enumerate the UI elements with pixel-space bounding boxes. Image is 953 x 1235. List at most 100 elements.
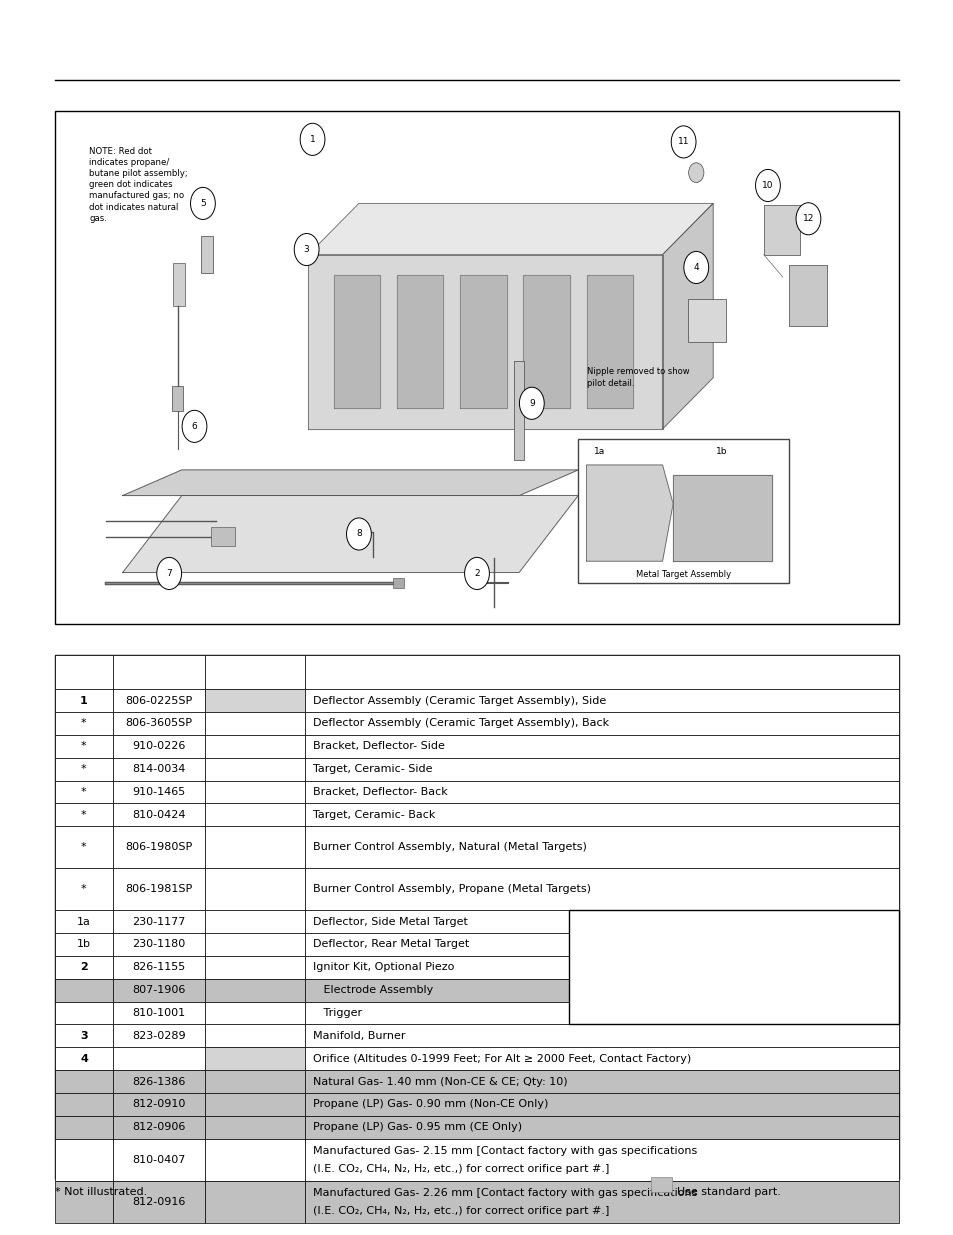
Bar (112, 1047, 205, 1071)
Bar (55, 711, 112, 735)
Bar (205, 711, 305, 735)
Text: 11: 11 (678, 137, 689, 147)
Text: *: * (81, 884, 87, 894)
Text: *: * (81, 810, 87, 820)
Text: 910-0226: 910-0226 (132, 741, 185, 751)
Bar (112, 689, 205, 711)
Text: 1: 1 (80, 695, 88, 705)
Bar (55, 868, 112, 910)
Bar (112, 868, 205, 910)
Bar (650, 1177, 671, 1192)
Bar (55, 1025, 112, 1047)
Bar (172, 385, 183, 410)
Bar (305, 781, 898, 804)
Text: 826-1155: 826-1155 (132, 962, 185, 972)
Bar (305, 1025, 898, 1047)
Bar (112, 1002, 205, 1025)
Bar (305, 868, 898, 910)
Bar (205, 826, 305, 868)
Text: 812-0910: 812-0910 (132, 1099, 185, 1109)
Polygon shape (396, 275, 443, 409)
Bar (55, 826, 112, 868)
Text: 4: 4 (693, 263, 699, 272)
Polygon shape (123, 495, 578, 573)
Bar (55, 758, 112, 781)
Bar (305, 1002, 898, 1025)
Text: 806-3605SP: 806-3605SP (125, 719, 193, 729)
Text: Deflector Assembly (Ceramic Target Assembly), Side: Deflector Assembly (Ceramic Target Assem… (313, 695, 605, 705)
Bar (205, 1025, 305, 1047)
Circle shape (300, 124, 325, 156)
Bar (112, 1093, 205, 1116)
Circle shape (346, 517, 371, 550)
Bar (687, 299, 725, 342)
Bar (205, 1002, 305, 1025)
Polygon shape (523, 275, 569, 409)
Text: Burner Control Assembly, Natural (Metal Targets): Burner Control Assembly, Natural (Metal … (313, 842, 586, 852)
Bar (305, 1181, 898, 1223)
Text: 910-1465: 910-1465 (132, 787, 185, 797)
Text: *: * (81, 741, 87, 751)
Bar (112, 826, 205, 868)
Bar (205, 1116, 305, 1139)
Bar (205, 910, 305, 934)
Text: Burner Control Assembly, Propane (Metal Targets): Burner Control Assembly, Propane (Metal … (313, 884, 590, 894)
Text: Deflector, Side Metal Target: Deflector, Side Metal Target (313, 916, 467, 926)
Bar (305, 735, 898, 758)
Text: NOTE: Red dot
indicates propane/
butane pilot assembly;
green dot indicates
manu: NOTE: Red dot indicates propane/ butane … (89, 147, 188, 222)
Bar (205, 1047, 305, 1071)
Text: Metal Target Assembly: Metal Target Assembly (636, 571, 730, 579)
Bar (112, 1181, 205, 1223)
Bar (205, 1093, 305, 1116)
Bar (205, 655, 305, 689)
Circle shape (518, 388, 543, 420)
Text: 9: 9 (528, 399, 534, 408)
Bar (55, 1047, 112, 1071)
Bar (205, 1139, 305, 1181)
Circle shape (464, 557, 489, 589)
Bar (112, 655, 205, 689)
Text: Manufactured Gas- 2.26 mm [Contact factory with gas specifications: Manufactured Gas- 2.26 mm [Contact facto… (313, 1188, 697, 1198)
Bar (763, 205, 800, 254)
Polygon shape (459, 275, 506, 409)
Bar (305, 910, 898, 934)
Bar (305, 655, 898, 689)
Bar (55, 979, 112, 1002)
Text: Electrode Assembly: Electrode Assembly (313, 986, 433, 995)
Text: 2: 2 (80, 962, 88, 972)
Text: *: * (81, 764, 87, 774)
Text: Ignitor Kit, Optional Piezo: Ignitor Kit, Optional Piezo (313, 962, 454, 972)
Bar (205, 781, 305, 804)
Bar (205, 979, 305, 1002)
Bar (55, 1181, 112, 1223)
Bar (112, 934, 205, 956)
Text: 8: 8 (355, 530, 361, 538)
Bar (393, 578, 404, 588)
Circle shape (671, 126, 696, 158)
Bar (205, 689, 305, 711)
Text: 810-1001: 810-1001 (132, 1008, 185, 1018)
Text: Natural Gas- 1.40 mm (Non-CE & CE; Qty: 10): Natural Gas- 1.40 mm (Non-CE & CE; Qty: … (313, 1077, 567, 1087)
Text: 1b: 1b (77, 940, 91, 950)
Bar (205, 868, 305, 910)
Text: 3: 3 (303, 245, 309, 254)
Bar (112, 910, 205, 934)
Bar (211, 526, 234, 546)
Circle shape (795, 203, 820, 235)
Text: 826-1386: 826-1386 (132, 1077, 185, 1087)
Bar (112, 711, 205, 735)
Text: 812-0916: 812-0916 (132, 1197, 185, 1207)
Bar (55, 804, 112, 826)
Text: 2: 2 (474, 569, 479, 578)
Bar (305, 1093, 898, 1116)
Polygon shape (661, 204, 713, 429)
Bar (112, 1139, 205, 1181)
Bar (55, 910, 112, 934)
Text: 3: 3 (80, 1031, 88, 1041)
Bar (173, 263, 185, 306)
Text: 1: 1 (310, 135, 315, 143)
Bar (55, 956, 112, 979)
Polygon shape (308, 254, 661, 429)
Bar (205, 735, 305, 758)
Polygon shape (308, 204, 713, 254)
